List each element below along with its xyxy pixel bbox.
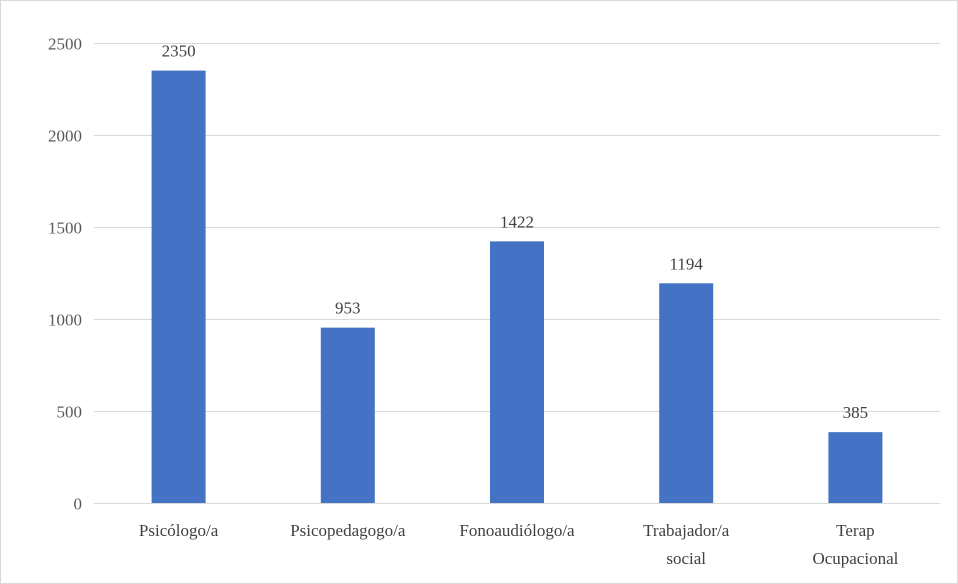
data-label: 1194	[670, 254, 704, 273]
x-tick-label: Psicólogo/a	[139, 521, 219, 540]
bar	[828, 432, 883, 503]
bar	[320, 327, 375, 503]
bar	[659, 283, 714, 503]
x-tick-label: Psicopedagogo/a	[290, 521, 406, 540]
bar	[151, 70, 206, 503]
x-tick-label: Terap	[836, 521, 874, 540]
y-tick-label: 0	[74, 495, 83, 514]
data-label: 953	[335, 299, 361, 318]
y-tick-label: 1500	[48, 219, 82, 238]
x-tick-label: Fonoaudiólogo/a	[459, 521, 575, 540]
x-tick-label: Trabajador/a	[643, 521, 730, 540]
y-tick-label: 2000	[48, 127, 82, 146]
data-label: 385	[843, 403, 869, 422]
x-tick-label: social	[666, 549, 706, 568]
data-label: 2350	[162, 42, 196, 61]
bar	[490, 241, 544, 504]
y-tick-label: 500	[57, 403, 83, 422]
data-label: 1422	[500, 212, 534, 231]
y-tick-label: 2500	[48, 35, 82, 54]
y-tick-label: 1000	[48, 311, 82, 330]
x-tick-label: Ocupacional	[812, 549, 898, 568]
